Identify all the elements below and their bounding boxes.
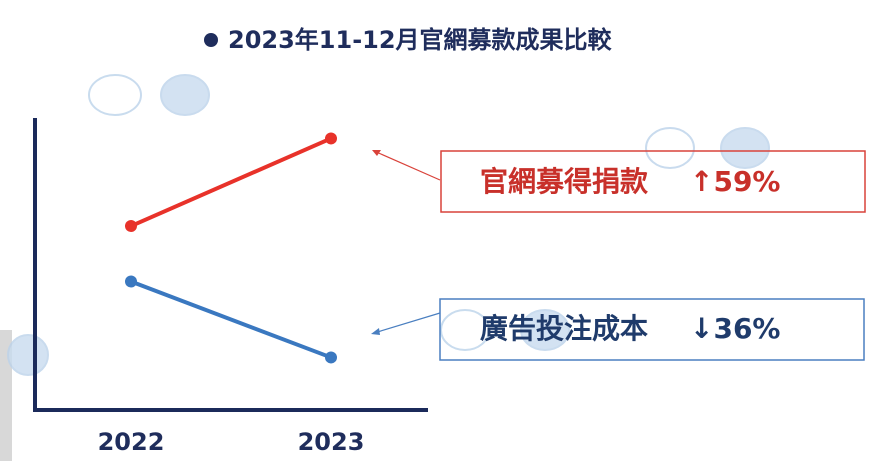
pointer-arrow [373,312,441,334]
chart-title: 2023年11-12月官網募款成果比較 [228,26,613,54]
decoration [7,74,770,376]
legend-box [440,150,866,213]
x-tick-label: 2022 [98,428,165,456]
legend-box [439,298,865,361]
arrow-head [372,150,381,156]
x-tick-label: 2023 [298,428,365,456]
change-label: ↑59% [690,165,780,198]
data-point [325,132,337,145]
legend-label: 官網募得捐款 [480,165,649,198]
arrow-head [371,328,380,335]
data-line [130,279,332,360]
data-point [325,351,337,364]
title-bullet [204,33,218,47]
change-label: ↓36% [690,312,780,345]
legend-label: 廣告投注成本 [480,312,648,345]
pointer-arrow [373,150,441,181]
data-line [130,136,332,228]
data-point [125,275,137,288]
data-point [125,220,137,233]
